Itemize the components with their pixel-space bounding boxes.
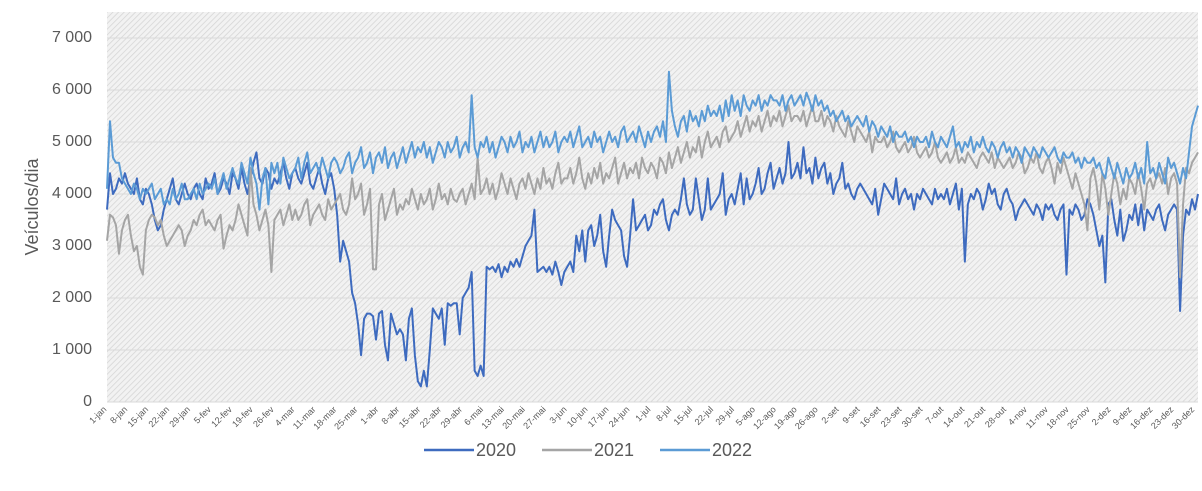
y-axis-label: Veículos/dia [22,157,42,255]
x-tick-label: 25-nov [1065,404,1092,431]
x-tick-label: 1-abr [358,404,380,426]
x-tick-label: 8-jul [654,404,673,423]
legend-label: 2021 [594,440,634,460]
series-line [106,104,1199,279]
series-line [106,70,1199,211]
x-tick-label: 15-jan [125,404,150,429]
x-tick-label: 25-mar [332,404,359,431]
y-tick-label: 0 [83,393,92,410]
x-tick-label: 22-jul [693,404,716,427]
x-tick-label: 23-set [879,404,904,429]
x-tick-label: 2-dez [1090,404,1113,427]
x-tick-label: 12-fev [209,404,234,429]
x-tick-label: 22-jan [146,404,171,429]
y-tick-label: 6 000 [52,81,92,98]
y-tick-label: 1 000 [52,341,92,358]
x-tick-label: 15-jul [672,404,695,427]
y-tick-label: 3 000 [52,237,92,254]
x-tick-label: 16-set [858,404,883,429]
legend-label: 2020 [476,440,516,460]
x-tick-label: 28-out [983,404,1008,429]
y-tick-label: 7 000 [52,29,92,46]
x-tick-label: 1-jul [633,404,652,423]
x-tick-label: 14-out [941,404,966,429]
y-tick-label: 5 000 [52,133,92,150]
x-tick-label: 2-set [820,404,842,426]
x-tick-label: 30-dez [1170,404,1197,431]
x-tick-label: 27-mai [521,404,548,431]
y-tick-label: 2 000 [52,289,92,306]
x-tick-label: 24-jun [607,404,632,429]
x-tick-label: 29-abr [439,404,464,429]
series-line [106,141,1199,388]
plot-area [107,12,1198,402]
x-tick-label: 26-fev [251,404,276,429]
x-tick-label: 30-set [900,404,925,429]
x-tick-label: 29-jan [167,404,192,429]
x-tick-label: 10-jun [565,404,590,429]
x-tick-label: 21-out [962,404,987,429]
x-tick-label: 13-mai [479,404,506,431]
x-tick-label: 22-abr [418,404,443,429]
y-tick-label: 4 000 [52,185,92,202]
x-tick-label: 19-fev [230,404,255,429]
x-tick-label: 20-mai [500,404,527,431]
x-tick-label: 17-jun [586,404,611,429]
x-tick-label: 29-jul [713,404,736,427]
x-tick-label: 15-abr [397,404,422,429]
legend-label: 2022 [712,440,752,460]
x-tick-label: 26-ago [793,404,820,431]
